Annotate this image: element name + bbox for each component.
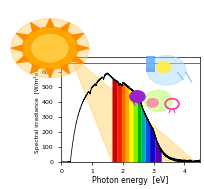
Polygon shape [72, 60, 194, 162]
Polygon shape [31, 23, 40, 32]
Circle shape [11, 19, 89, 78]
Circle shape [144, 90, 172, 111]
Circle shape [157, 62, 171, 72]
Polygon shape [31, 65, 40, 74]
Circle shape [147, 99, 158, 107]
Y-axis label: Spectral irradiance  [W/m²eV]: Spectral irradiance [W/m²eV] [34, 65, 40, 153]
Polygon shape [72, 56, 84, 63]
Circle shape [130, 91, 145, 102]
Polygon shape [60, 23, 69, 32]
Circle shape [22, 27, 78, 69]
Polygon shape [72, 33, 84, 40]
X-axis label: Photon energy  [eV]: Photon energy [eV] [92, 176, 169, 185]
Polygon shape [60, 65, 69, 74]
Circle shape [147, 56, 186, 85]
FancyBboxPatch shape [146, 56, 155, 72]
Polygon shape [11, 45, 22, 51]
Polygon shape [16, 56, 28, 63]
Polygon shape [46, 69, 54, 78]
Circle shape [32, 34, 68, 62]
FancyBboxPatch shape [146, 68, 155, 72]
Polygon shape [16, 33, 28, 40]
Polygon shape [46, 19, 54, 27]
Polygon shape [78, 45, 89, 51]
